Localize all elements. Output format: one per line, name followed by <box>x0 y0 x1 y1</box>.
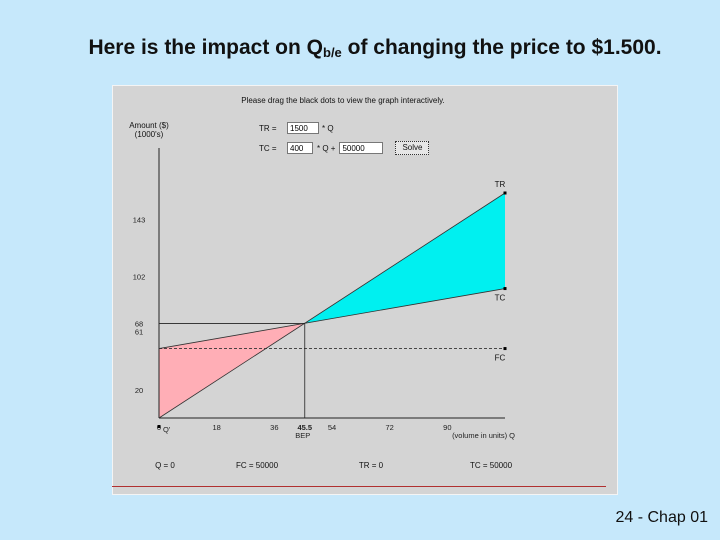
y-axis-label-line2: (1000's) <box>135 130 164 139</box>
title-text-before: Here is the impact on Q <box>88 36 323 59</box>
tc-mid-text: * Q + <box>317 143 336 153</box>
y-tick-label: 61 <box>135 328 143 337</box>
x-tick-label: 90 <box>443 423 451 432</box>
y-tick-label: 102 <box>133 272 146 281</box>
solve-button[interactable]: Solve <box>395 141 430 155</box>
y-axis-label-line1: Amount ($) <box>129 121 169 130</box>
x-tick-label: 18 <box>212 423 220 432</box>
x-tick-label: 54 <box>328 423 336 432</box>
tr-suffix: * Q <box>322 123 334 133</box>
title-subscript: b/e <box>323 45 342 60</box>
slide-footer: 24 - Chap 01 <box>615 509 708 526</box>
title-text-after: of changing the price to $1.500. <box>341 36 662 59</box>
fc-series-label: FC <box>495 354 506 363</box>
y-tick-label: 20 <box>135 386 143 395</box>
x-tick-label: 36 <box>270 423 278 432</box>
slide-title: Here is the impact on Qb/e of changing t… <box>60 34 690 67</box>
q-drag-handle[interactable] <box>157 425 161 428</box>
applet-instruction: Please drag the black dots to view the g… <box>241 96 445 105</box>
q-origin-label: Q' <box>163 425 171 434</box>
readout-label: Q = 0 <box>155 461 175 470</box>
tr-label: TR = <box>259 123 277 133</box>
readout-label: FC = 50000 <box>236 461 279 470</box>
tc-drag-handle[interactable] <box>503 287 507 291</box>
readout-label: TC = 50000 <box>470 461 513 470</box>
tc-label: TC = <box>259 143 277 153</box>
tr-line <box>158 192 506 419</box>
tc-fixed-cost-input[interactable] <box>339 142 384 154</box>
bep-label: BEP <box>295 431 310 440</box>
tr-form-row: TR = * Q <box>259 122 334 134</box>
tc-form-row: TC = * Q + Solve <box>259 141 430 155</box>
tc-line <box>158 288 506 349</box>
chart-layer: TRTCFC2061681021430183645.5547290BEP(vol… <box>133 148 515 470</box>
footer-rule <box>112 486 606 487</box>
x-axis-label: (volume in units) Q <box>452 431 515 440</box>
breakeven-applet[interactable]: Please drag the black dots to view the g… <box>112 85 618 495</box>
tr-drag-handle[interactable] <box>503 191 507 195</box>
x-tick-label: 45.5 <box>297 423 312 432</box>
y-tick-label: 68 <box>135 320 143 329</box>
tr-series-label: TR <box>495 180 506 189</box>
y-tick-label: 143 <box>133 215 146 224</box>
x-tick-label: 72 <box>385 423 393 432</box>
breakeven-chart: Please drag the black dots to view the g… <box>129 96 515 470</box>
readout-label: TR = 0 <box>359 461 384 470</box>
tc-series-label: TC <box>495 294 506 303</box>
tr-price-input[interactable] <box>287 122 319 134</box>
fc-drag-handle[interactable] <box>503 347 507 351</box>
tc-variable-cost-input[interactable] <box>287 142 313 154</box>
